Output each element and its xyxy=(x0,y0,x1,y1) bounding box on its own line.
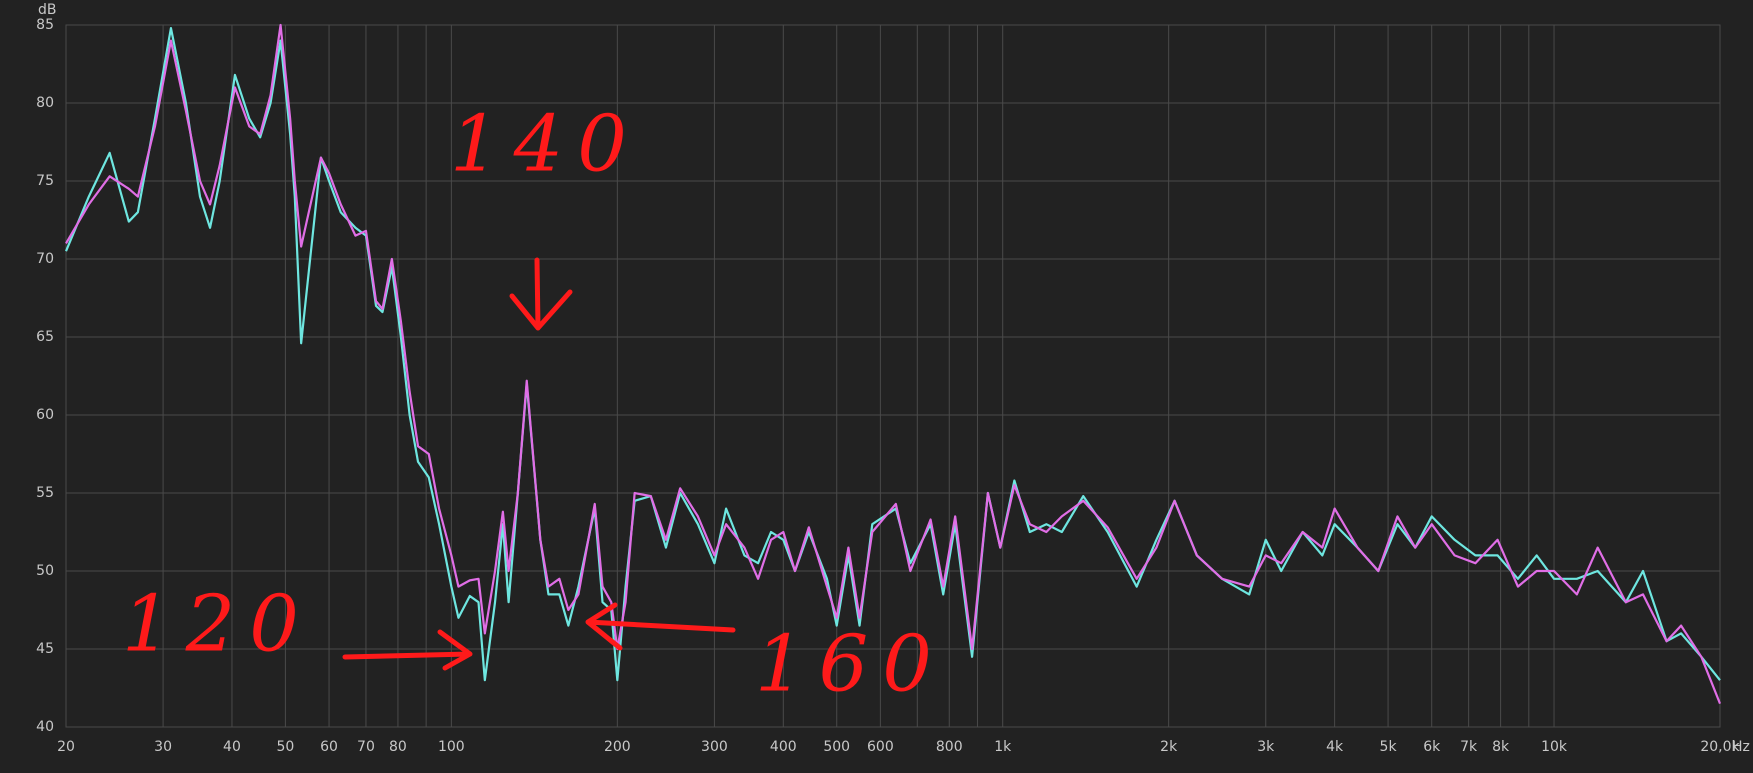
x-tick-label: 20 xyxy=(57,739,75,755)
x-tick-label: 5k xyxy=(1380,739,1398,755)
x-tick-label: 600 xyxy=(867,739,894,755)
annotation: 140 xyxy=(450,100,641,190)
x-tick-label: 20,0k xyxy=(1700,739,1740,755)
x-axis-label: Hz xyxy=(1732,739,1750,755)
x-tick-label: 10k xyxy=(1541,739,1568,755)
x-tick-label: 1k xyxy=(994,739,1012,755)
x-tick-label: 4k xyxy=(1326,739,1344,755)
y-tick-label: 75 xyxy=(36,173,54,189)
y-tick-label: 80 xyxy=(36,95,54,111)
x-tick-label: 3k xyxy=(1257,739,1275,755)
arrow xyxy=(585,602,736,651)
x-tick-label: 8k xyxy=(1492,739,1510,755)
x-tick-label: 500 xyxy=(823,739,850,755)
series-line xyxy=(64,27,1721,682)
x-tick-label: 50 xyxy=(276,739,294,755)
x-tick-label: 60 xyxy=(320,739,338,755)
y-tick-label: 50 xyxy=(36,563,54,579)
annotation: 160 xyxy=(755,620,946,710)
x-tick-label: 300 xyxy=(701,739,728,755)
grid xyxy=(65,24,1721,728)
x-tick-label: 6k xyxy=(1423,739,1441,755)
x-tick-label: 100 xyxy=(438,739,465,755)
x-tick-label: 80 xyxy=(389,739,407,755)
plot-lines xyxy=(64,23,1722,705)
arrow xyxy=(509,257,573,331)
y-tick-label: 60 xyxy=(36,407,54,423)
arrow xyxy=(342,629,473,671)
y-tick-label: 70 xyxy=(36,251,54,267)
series-line xyxy=(65,23,1722,705)
y-tick-label: 85 xyxy=(36,17,54,33)
x-tick-label: 2k xyxy=(1160,739,1178,755)
y-tick-label: 55 xyxy=(36,485,54,501)
x-tick-label: 400 xyxy=(770,739,797,755)
x-tick-label: 70 xyxy=(357,739,375,755)
x-tick-label: 40 xyxy=(223,739,241,755)
annotation: 120 xyxy=(122,580,313,670)
y-tick-label: 45 xyxy=(36,641,54,657)
y-tick-label: 40 xyxy=(36,719,54,735)
y-tick-label: 65 xyxy=(36,329,54,345)
x-tick-label: 200 xyxy=(604,739,631,755)
y-axis-label: dB xyxy=(38,2,57,18)
x-tick-label: 800 xyxy=(936,739,963,755)
x-tick-label: 7k xyxy=(1460,739,1478,755)
x-tick-label: 30 xyxy=(154,739,172,755)
